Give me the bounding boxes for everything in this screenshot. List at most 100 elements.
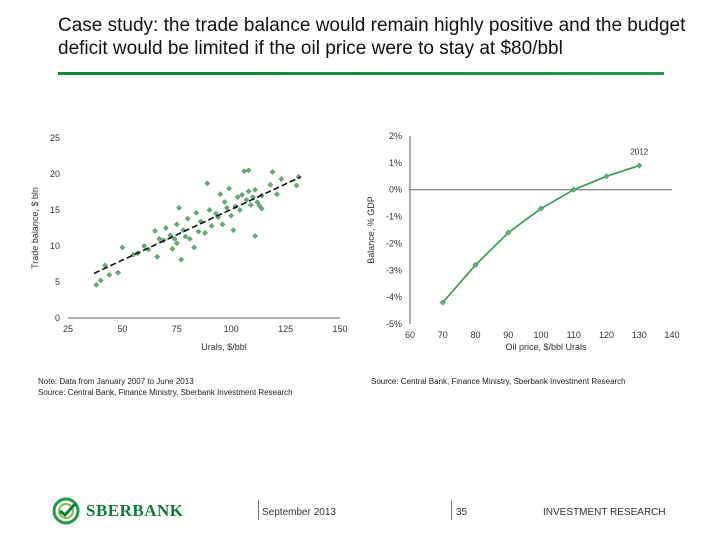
page-number: 35 — [456, 507, 468, 518]
y-axis-title: Trade balance, $ bln — [30, 187, 40, 269]
scatter-point — [254, 199, 261, 206]
scatter-point — [223, 204, 230, 211]
series-point — [603, 173, 610, 180]
scatter-point — [273, 191, 280, 198]
scatter-point — [171, 235, 178, 242]
scatter-point — [173, 240, 180, 247]
x-tick-label: 75 — [172, 324, 182, 334]
y-tick-label: 2% — [389, 131, 402, 141]
y-tick-label: 0 — [55, 313, 60, 323]
x-tick-label: 120 — [599, 330, 614, 340]
scatter-point — [245, 167, 252, 174]
scatter-point — [267, 181, 274, 188]
series-point — [505, 229, 512, 236]
scatter-point — [193, 209, 200, 216]
scatter-point — [186, 235, 193, 242]
note-left: Note: Data from January 2007 to June 201… — [38, 377, 194, 386]
y-tick-label: 15 — [50, 205, 60, 215]
scatter-point — [204, 180, 211, 187]
scatter-point — [293, 182, 300, 189]
scatter-point — [195, 228, 202, 235]
footer-divider — [258, 500, 259, 520]
scatter-point — [252, 232, 259, 239]
scatter-point — [245, 188, 252, 195]
source-left: Source: Central Bank, Finance Ministry, … — [38, 388, 293, 397]
y-tick-label: 0% — [389, 185, 402, 195]
source-right: Source: Central Bank, Finance Ministry, … — [371, 377, 626, 386]
trade-balance-scatter-chart: 25 50 75 100 125 150 0 5 10 15 20 25 Urals, $/bbl Tra… — [30, 133, 348, 352]
y-tick-label: -1% — [386, 212, 402, 222]
scatter-point — [252, 186, 259, 193]
y-tick-label: 1% — [389, 158, 402, 168]
scatter-point — [119, 244, 126, 251]
scatter-point — [176, 204, 182, 211]
scatter-point — [178, 256, 185, 263]
y-tick-label: -2% — [386, 238, 402, 248]
scatter-point — [234, 194, 241, 200]
scatter-point — [182, 233, 189, 240]
series-point — [439, 299, 446, 306]
x-tick-label: 100 — [533, 330, 548, 340]
slide-title: Case study: the trade balance would rema… — [58, 15, 686, 59]
y-axis-title: Balance, % GDP — [366, 196, 376, 264]
scatter-point — [184, 215, 191, 222]
scatter-point — [169, 245, 176, 252]
scatter-point — [141, 243, 148, 249]
scatter-point — [115, 269, 122, 276]
scatter-point — [173, 221, 180, 228]
sberbank-logo: SBERBANK — [52, 497, 184, 525]
series-point — [570, 186, 577, 193]
sberbank-logo-icon — [52, 497, 80, 525]
x-tick-label: 90 — [503, 330, 513, 340]
scatter-point — [239, 191, 246, 198]
scatter-point — [213, 210, 219, 217]
scatter-point — [180, 227, 187, 234]
scatter-point — [202, 230, 209, 236]
scatter-point — [217, 191, 224, 198]
x-tick-label: 100 — [224, 324, 239, 334]
logo-wordmark: SBERBANK — [86, 501, 184, 520]
scatter-point — [230, 227, 237, 234]
scatter-point — [278, 176, 285, 182]
footer-section: INVESTMENT RESEARCH — [543, 507, 666, 518]
scatter-point — [191, 244, 198, 251]
x-tick-label: 130 — [632, 330, 647, 340]
scatter-point — [221, 199, 228, 206]
y-tick-label: 10 — [50, 241, 60, 251]
y-tick-label: 5 — [55, 277, 60, 287]
x-tick-label: 25 — [63, 324, 73, 334]
scatter-point — [93, 281, 100, 288]
x-tick-label: 150 — [332, 324, 347, 334]
scatter-point — [295, 173, 302, 180]
scatter-point — [152, 227, 158, 234]
budget-balance-line-chart: 60 70 80 90 100 110 120 130 140 2% 1% 0% -1% -2% -3% -4… — [366, 131, 680, 352]
scatter-point — [156, 235, 163, 242]
x-tick-label: 70 — [438, 330, 448, 340]
x-tick-label: 60 — [405, 330, 415, 340]
scatter-point — [247, 202, 254, 208]
series-line — [442, 164, 640, 304]
x-tick-label: 125 — [278, 324, 293, 334]
x-tick-label: 140 — [664, 330, 679, 340]
x-tick-label: 50 — [117, 324, 127, 334]
scatter-point — [219, 221, 226, 228]
y-tick-label: -3% — [386, 265, 402, 275]
series-point — [636, 162, 643, 169]
scatter-point — [226, 185, 232, 192]
scatter-point — [228, 212, 235, 219]
title-underline — [58, 72, 664, 75]
annotation-label: 2012 — [630, 148, 648, 157]
y-tick-label: -5% — [386, 319, 402, 329]
trend-line — [93, 176, 302, 275]
y-tick-label: 25 — [50, 133, 60, 143]
x-axis-title: Urals, $/bbl — [201, 342, 247, 352]
footer-divider — [451, 500, 452, 520]
scatter-point — [236, 207, 243, 213]
x-axis-title: Oil price, $/bbl Urals — [505, 342, 587, 352]
footer-date: September 2013 — [262, 507, 336, 518]
scatter-point — [206, 207, 213, 213]
series-point — [472, 261, 479, 269]
scatter-point — [154, 253, 161, 260]
scatter-point — [241, 168, 248, 175]
scatter-point — [269, 168, 276, 175]
